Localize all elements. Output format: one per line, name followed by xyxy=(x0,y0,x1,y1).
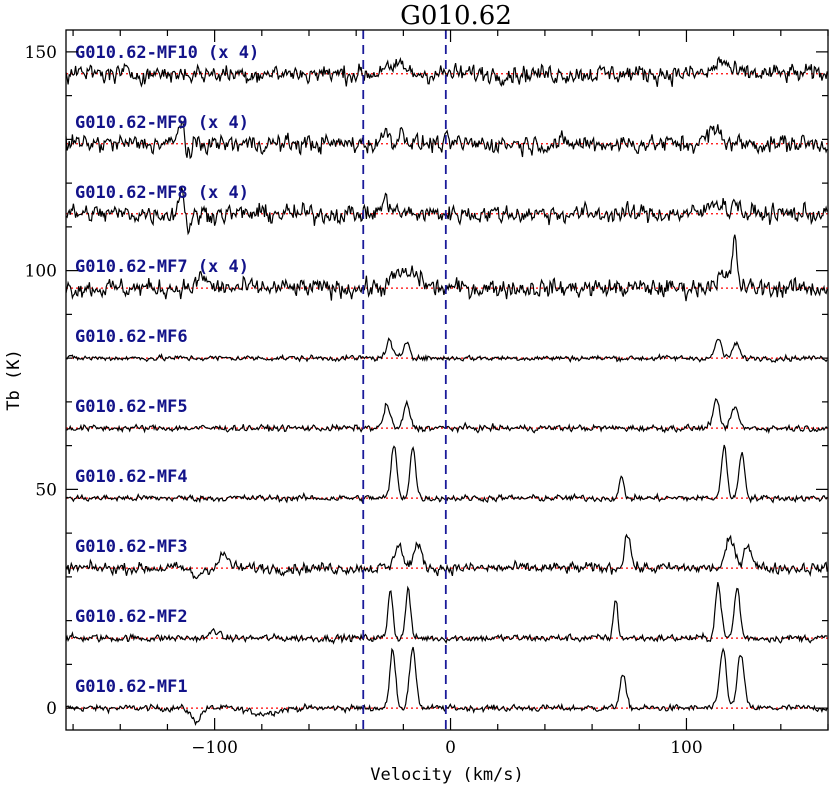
y-tick-label: 100 xyxy=(25,262,57,282)
spectrum-trace-9 xyxy=(65,120,828,160)
chart-title: G010.62 xyxy=(400,1,512,31)
y-axis-label: Tb (K) xyxy=(4,349,24,410)
x-tick-label: −100 xyxy=(191,738,238,758)
vertical-lines-layer xyxy=(362,30,447,730)
series-label-5: G010.62-MF5 xyxy=(75,397,188,417)
series-label-8: G010.62-MF8 (x 4) xyxy=(75,183,249,203)
spectrum-trace-3 xyxy=(65,533,828,580)
y-tick-label: 150 xyxy=(25,43,57,63)
x-tick-label: 100 xyxy=(670,738,702,758)
spectrum-trace-6 xyxy=(65,337,828,364)
series-label-1: G010.62-MF1 xyxy=(75,677,188,697)
x-axis-label: Velocity (km/s) xyxy=(370,765,524,785)
series-label-6: G010.62-MF6 xyxy=(75,327,188,347)
series-label-9: G010.62-MF9 (x 4) xyxy=(75,113,249,133)
y-tick-label: 50 xyxy=(35,480,57,500)
series-labels-layer: G010.62-MF1 G010.62-MF2 G010.62-MF3 G010.62… xyxy=(75,43,259,697)
series-label-3: G010.62-MF3 xyxy=(75,537,188,557)
series-label-2: G010.62-MF2 xyxy=(75,607,188,627)
series-label-4: G010.62-MF4 xyxy=(75,467,188,487)
series-label-10: G010.62-MF10 (x 4) xyxy=(75,43,259,63)
y-tick-label: 0 xyxy=(46,699,57,719)
x-tick-label: 0 xyxy=(445,738,456,758)
plot-frame xyxy=(65,29,829,731)
ticks-layer: −100 0 100 0 50 100 150 xyxy=(25,30,829,758)
series-label-7: G010.62-MF7 (x 4) xyxy=(75,257,249,277)
spectrum-trace-2 xyxy=(65,582,828,645)
